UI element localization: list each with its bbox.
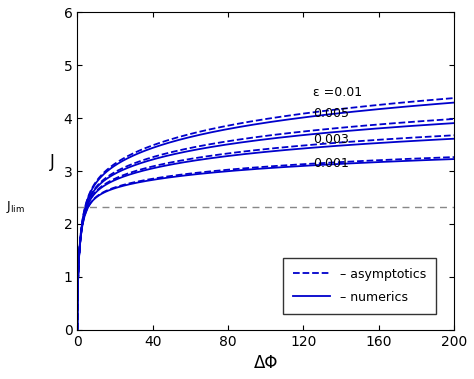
Text: 0.001: 0.001 <box>313 157 348 170</box>
Text: ε =0.01: ε =0.01 <box>313 86 362 99</box>
X-axis label: ΔΦ: ΔΦ <box>254 354 278 372</box>
Text: 0.005: 0.005 <box>313 107 349 120</box>
Text: J$_{\rm lim}$: J$_{\rm lim}$ <box>6 199 25 215</box>
Y-axis label: J: J <box>50 153 55 171</box>
Legend: – asymptotics, – numerics: – asymptotics, – numerics <box>283 258 437 314</box>
Text: 0.003: 0.003 <box>313 133 348 146</box>
